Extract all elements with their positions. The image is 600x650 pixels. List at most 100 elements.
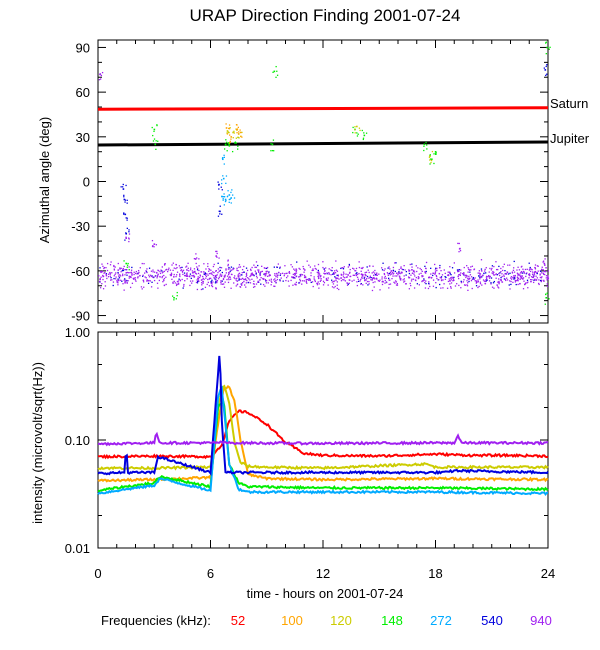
azimuth-band-point [424, 265, 426, 268]
azimuth-band-point [348, 264, 351, 267]
frequencies-legend-label: Frequencies (kHz): [101, 613, 211, 628]
azimuth-band-point [477, 279, 479, 281]
azimuth-band-point [187, 267, 189, 269]
azimuth-band-point [505, 273, 507, 275]
azimuth-band-point [498, 283, 500, 285]
azimuth-band-point [220, 267, 223, 269]
azimuth-band-point [421, 274, 423, 277]
azimuth-band-point [114, 266, 116, 268]
azimuth-band-point [250, 275, 252, 277]
azimuth-point-100 [228, 124, 231, 126]
azimuth-band-point [513, 275, 515, 277]
azimuth-band-point [522, 278, 524, 280]
azimuth-band-point [219, 273, 222, 275]
azimuth-band-point [285, 276, 288, 279]
azimuth-band-point [477, 272, 479, 274]
azimuth-band-point [497, 268, 499, 271]
azimuth-band-point [405, 274, 407, 276]
azimuth-band-point [408, 277, 410, 279]
azimuth-point-148 [153, 138, 156, 140]
azimuth-band-point [444, 275, 446, 278]
azimuth-band-point [370, 279, 372, 281]
azimuth-band-point [519, 272, 522, 274]
azimuth-band-point [340, 273, 342, 276]
azimuth-band-point [156, 277, 158, 279]
azimuth-band-point [276, 278, 279, 281]
azimuth-point-148 [275, 76, 277, 78]
azimuth-band-point [186, 278, 188, 280]
azimuth-point-272 [221, 158, 224, 161]
azimuth-band-point [110, 261, 112, 263]
azimuth-band-point [220, 283, 222, 285]
azimuth-band-point [122, 283, 124, 285]
azimuth-band-point [135, 280, 137, 282]
azimuth-band-point [431, 276, 433, 279]
azimuth-band-point [249, 279, 251, 281]
azimuth-point-272 [222, 196, 224, 198]
azimuth-band-point [319, 280, 321, 283]
azimuth-band-point [336, 287, 338, 290]
azimuth-band-point [185, 266, 187, 268]
azimuth-band-point [184, 274, 186, 277]
azimuth-band-point [103, 272, 105, 274]
azimuth-band-point [107, 276, 110, 278]
azimuth-band-point [453, 272, 456, 274]
azimuth-band-point [163, 277, 166, 280]
intensity-ytick-label: 0.10 [65, 433, 90, 448]
azimuth-band-point [382, 281, 384, 283]
azimuth-band-point [532, 281, 535, 284]
azimuth-band-point [331, 266, 333, 269]
azimuth-point-148 [126, 266, 128, 268]
azimuth-band-point [148, 276, 151, 278]
azimuth-point-540 [217, 181, 219, 183]
azimuth-band-point [390, 270, 392, 272]
azimuth-band-point [103, 266, 106, 269]
azimuth-point-940 [101, 71, 104, 74]
azimuth-band-point [203, 271, 205, 273]
azimuth-band-point [279, 266, 281, 268]
azimuth-band-point [294, 284, 297, 286]
intensity-xtick-label: 24 [541, 566, 555, 581]
azimuth-band-point [194, 270, 196, 273]
azimuth-band-point [222, 278, 225, 280]
azimuth-band-point [181, 271, 184, 273]
azimuth-point-148 [426, 148, 428, 150]
azimuth-band-point [432, 285, 435, 287]
azimuth-band-point [319, 273, 321, 275]
azimuth-band-point [399, 275, 401, 278]
azimuth-band-point [396, 284, 399, 286]
azimuth-band-point [105, 273, 107, 276]
azimuth-band-point [367, 284, 369, 286]
azimuth-band-point [340, 274, 343, 276]
legend-freq-940: 940 [530, 613, 552, 628]
azimuth-band-point [495, 261, 497, 263]
azimuth-band-point [333, 280, 335, 282]
azimuth-band-point [471, 265, 474, 267]
azimuth-point-272 [223, 193, 225, 195]
azimuth-band-point [403, 264, 405, 267]
azimuth-band-point [245, 267, 248, 269]
azimuth-band-point [539, 274, 541, 276]
azimuth-point-272 [230, 197, 233, 199]
azimuth-band-point [228, 272, 230, 275]
azimuth-band-point [427, 276, 430, 279]
azimuth-band-point [448, 271, 451, 273]
azimuth-band-point [352, 274, 354, 276]
azimuth-band-point [298, 276, 300, 278]
azimuth-band-point [122, 274, 124, 277]
azimuth-band-point [208, 278, 211, 280]
azimuth-band-point [364, 279, 366, 281]
azimuth-band-point [512, 281, 514, 284]
azimuth-band-point [347, 283, 349, 285]
azimuth-band-point [202, 277, 204, 280]
azimuth-band-point [457, 269, 460, 271]
azimuth-band-point [308, 264, 310, 266]
azimuth-band-point [540, 268, 543, 271]
azimuth-band-point [517, 280, 519, 282]
azimuth-band-point [233, 267, 235, 270]
azimuth-band-point [331, 281, 333, 283]
azimuth-band-point [463, 266, 465, 269]
azimuth-band-point [361, 273, 363, 275]
azimuth-band-point [520, 277, 522, 280]
azimuth-band-point [118, 279, 120, 281]
